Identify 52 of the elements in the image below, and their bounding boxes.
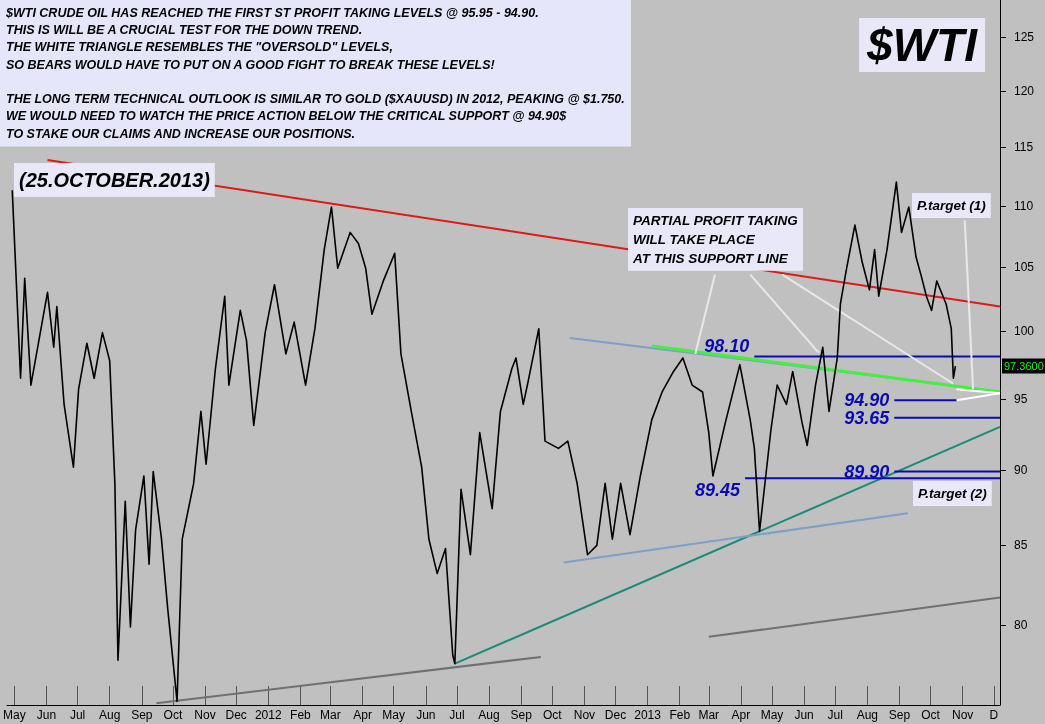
x-tick-label: Sep (888, 708, 911, 722)
x-tick-label: Sep (131, 708, 153, 722)
x-tick-label: Oct (163, 708, 183, 722)
x-tick-label: Mar (320, 708, 341, 722)
x-tick-label: Jul (69, 708, 86, 722)
annotation: (25.OCTOBER.2013) (19, 169, 211, 191)
annotation: 89.90 (844, 461, 890, 482)
x-tick-label: Jun (416, 708, 436, 722)
annotation: 98.10 (704, 335, 750, 356)
y-tick-label: 85 (1014, 538, 1028, 553)
x-tick-label: Aug (856, 708, 879, 722)
x-tick-label: Feb (669, 708, 691, 722)
x-tick-label: Aug (99, 708, 121, 722)
x-tick-label: Nov (194, 708, 216, 722)
x-tick-label: Nov (952, 708, 974, 722)
x-tick-label: Apr (731, 708, 751, 722)
x-tick-label: Oct (921, 708, 941, 722)
annotation: PARTIAL PROFIT TAKING WILL TAKE PLACE AT THIS SUPPORT LINE (632, 212, 799, 266)
y-tick-label: 90 (1014, 463, 1028, 478)
text: $WTI CRUDE OIL HAS REACHED THE FIRST ST PROFIT TAKING LEVELS @ 95.95 - 94.90. THIS IS WILL BE A CRUCIAL TEST FOR THE DOWN TREND. THE WHITE TRIANGLE RESEMBLES THE "OVERSOLD" LEVELS, SO BEARS WOULD HAVE TO PUT ON A GOOD FIGHT TO BREAK THESE LEVELS! THE LONG TERM TECHNICAL OUTLOOK IS SIMILAR TO GOLD ($XAUUSD) IN 2012, PEAKING @ $1.750. WE WOULD NEED TO WATCH THE PRICE ACTION BELOW THE CRITICAL SUPPORT @ 94.90$ TO STAKE OUR CLAIMS AND INCREASE OUR POSITIONS. (6, 5, 625, 141)
y-tick-label: 95 (1014, 391, 1028, 406)
x-tick-label: May (3, 708, 26, 722)
x-tick-label: Apr (353, 708, 372, 722)
x-tick-label: Jul (827, 708, 843, 722)
x-tick-label: Sep (510, 708, 533, 722)
annotation: P.target (2) (918, 485, 988, 501)
x-tick-label: Aug (478, 708, 500, 722)
x-tick-label: Jul (449, 708, 465, 722)
y-tick-label: 120 (1014, 84, 1035, 99)
x-tick-label: 2013 (634, 708, 662, 722)
x-tick-label: Nov (573, 708, 596, 722)
text: 97.3600 (1004, 360, 1044, 373)
x-tick-label: Feb (290, 708, 312, 722)
annotation: P.target (1) (917, 197, 987, 213)
y-tick-label: 115 (1014, 140, 1034, 155)
x-tick-label: Jun (794, 708, 814, 722)
x-tick-label: May (760, 708, 784, 722)
annotation: 89.45 (694, 480, 742, 501)
x-tick-label: Oct (542, 708, 563, 722)
x-tick-label: Dec (604, 708, 627, 722)
y-tick-label: 110 (1014, 198, 1034, 213)
x-tick-label: 2012 (254, 708, 282, 722)
y-tick-label: 105 (1014, 260, 1035, 275)
chart-title: $WTI (866, 19, 979, 71)
y-tick-label: 100 (1014, 324, 1035, 339)
x-tick-label: D (989, 708, 999, 722)
x-tick-label: Mar (698, 708, 720, 722)
x-tick-label: Dec (225, 708, 247, 722)
y-tick-label: 125 (1014, 30, 1035, 45)
x-tick-label: Jun (36, 708, 57, 722)
x-tick-label: May (382, 708, 406, 722)
y-tick-label: 80 (1014, 618, 1028, 633)
